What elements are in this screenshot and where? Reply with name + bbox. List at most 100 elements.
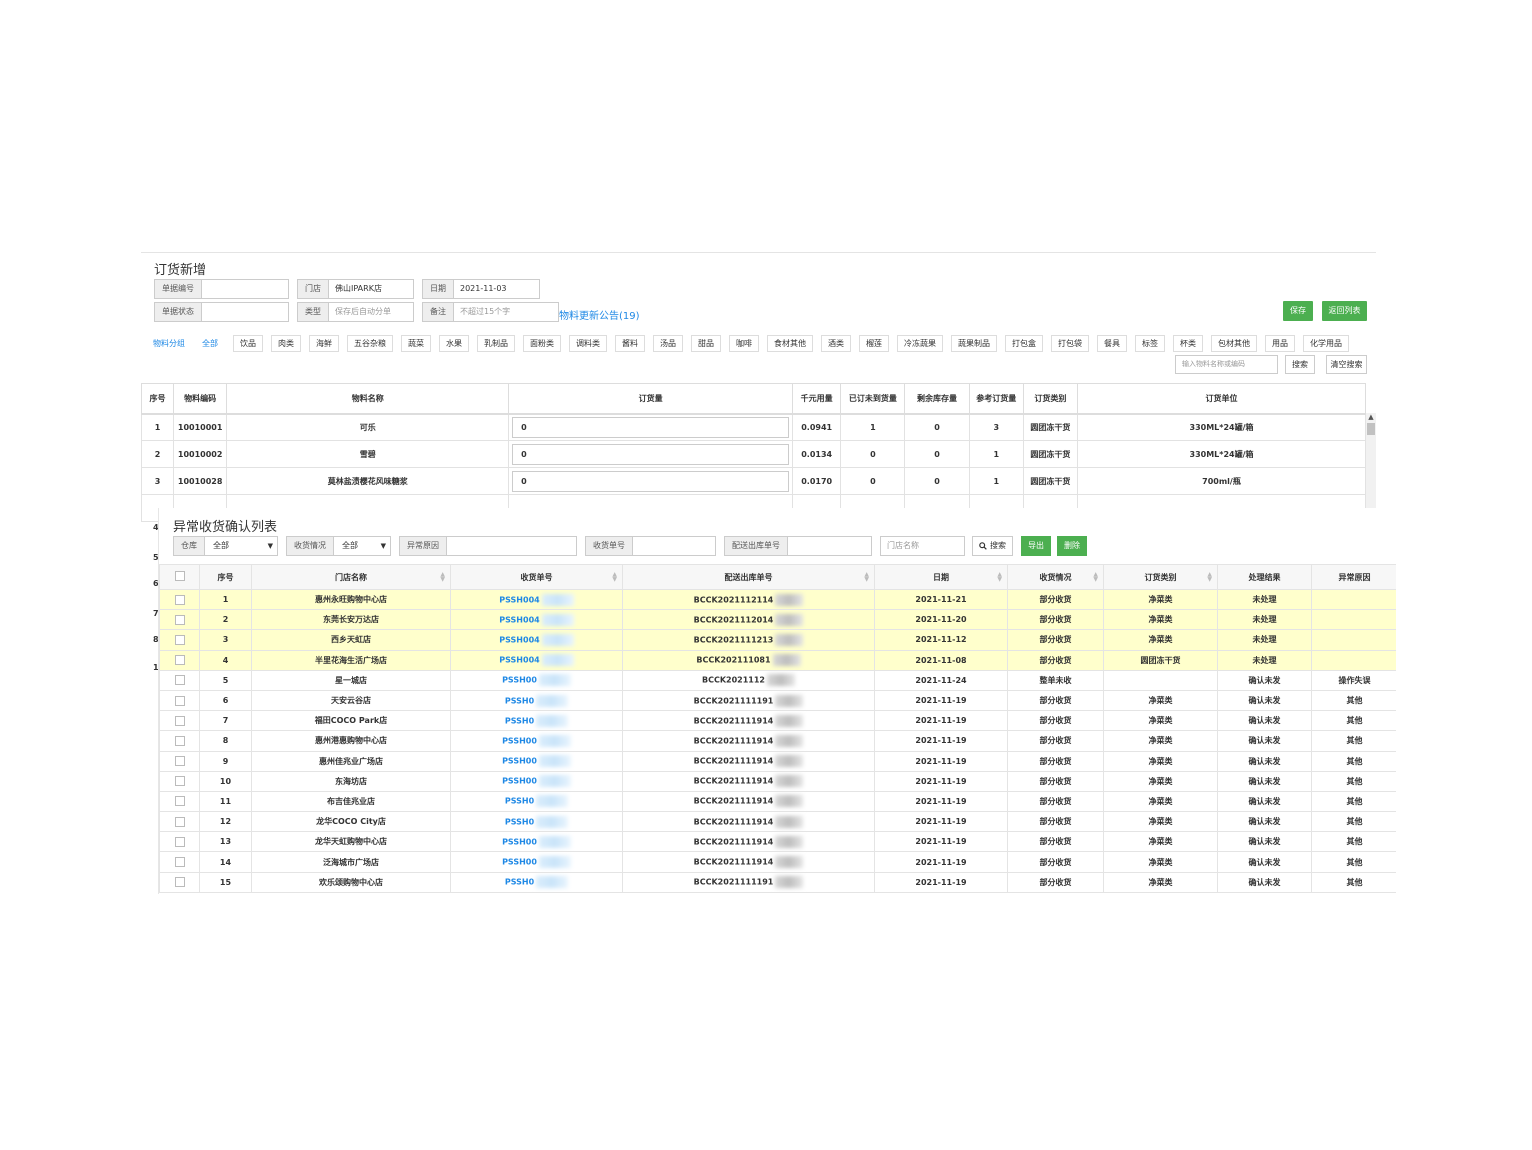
order-qty-input[interactable]: 0 [512,470,790,492]
category-chip[interactable]: 调料类 [569,335,607,352]
category-chip[interactable]: 乳制品 [477,335,515,352]
reason-input[interactable] [446,536,577,556]
back-to-list-button[interactable]: 返回列表 [1322,301,1367,321]
receipt-no-link[interactable]: PSSH00 [502,837,537,847]
receipt-no-link[interactable]: PSSH0 [504,796,535,806]
cell-receipt[interactable]: PSSH0 [450,811,623,833]
cell-receipt[interactable]: PSSH004 [450,629,623,651]
table-row[interactable]: 15 欢乐颂购物中心店 PSSH0 BCCK2021111191 2021-11-19 部… [159,871,1396,893]
row-checkbox[interactable] [174,594,185,605]
warehouse-select[interactable]: 全部 ▼ [204,536,278,556]
table-row[interactable]: 12 龙华COCO City店 PSSH0 BCCK2021111914 2021-11… [159,811,1396,833]
clear-search-button[interactable]: 清空搜索 [1326,355,1367,374]
cell-receipt[interactable]: PSSH00 [450,770,623,792]
sort-icon[interactable]: ▲ ▼ [864,571,869,583]
sort-icon[interactable]: ▲ ▼ [440,571,445,583]
date-input[interactable]: 2021-11-03 [453,279,540,299]
column-header[interactable]: 订货类别 ▲ ▼ [1103,564,1218,590]
receipt-no-link[interactable]: PSSH00 [502,857,537,867]
material-notice-link[interactable]: 物料更新公告(19) [559,311,640,322]
delete-button[interactable]: 删除 [1057,536,1087,556]
receipt-no-link[interactable]: PSSH00 [502,776,537,786]
category-chip[interactable]: 蔬果制品 [951,335,997,352]
table-row[interactable]: 13 龙华天虹购物中心店 PSSH00 BCCK2021111914 2021-11-1… [159,831,1396,853]
table-row[interactable]: 8 惠州港惠购物中心店 PSSH00 BCCK2021111914 2021-11-19… [159,730,1396,752]
category-chip[interactable]: 海鲜 [309,335,339,352]
cell-receipt[interactable]: PSSH00 [450,750,623,772]
category-chip[interactable]: 汤品 [653,335,683,352]
receipt-no-link[interactable]: PSSH0 [504,877,535,887]
category-chip[interactable]: 化学用品 [1303,335,1349,352]
category-chip[interactable]: 酒类 [821,335,851,352]
list-search-button[interactable]: 搜索 [972,536,1013,556]
table-row[interactable]: 6 天安云谷店 PSSH0 BCCK2021111191 2021-11-19 部分收货 净… [159,689,1396,712]
cell-receipt[interactable]: PSSH004 [450,609,623,631]
category-chip[interactable]: 咖啡 [729,335,759,352]
table-row[interactable]: 2 东莞长安万达店 PSSH004 BCCK2021112014 2021-11-20 部… [159,609,1396,631]
store-name-input[interactable]: 门店名称 [880,536,965,556]
category-chip[interactable]: 打包盒 [1005,335,1043,352]
category-chip[interactable]: 肉类 [271,335,301,352]
row-checkbox[interactable] [174,634,185,645]
receipt-no-link[interactable]: PSSH004 [499,595,540,605]
row-checkbox[interactable] [174,776,185,787]
table-row[interactable]: 14 泛海城市广场店 PSSH00 BCCK2021111914 2021-11-19 部… [159,851,1396,873]
sort-icon[interactable]: ▲ ▼ [1207,571,1212,583]
receipt-no-link[interactable]: PSSH00 [502,736,537,746]
table-row[interactable]: 1 惠州永旺购物中心店 PSSH004 BCCK2021112114 2021-11-2… [159,588,1396,611]
column-header[interactable]: 日期 ▲ ▼ [874,564,1008,590]
row-checkbox[interactable] [174,655,185,666]
scroll-up-icon[interactable]: ▲ [1368,413,1374,421]
category-chip[interactable]: 榴莲 [859,335,889,352]
cell-receipt[interactable]: PSSH004 [450,588,623,611]
table-row[interactable]: 4 半里花海生活广场店 PSSH004 BCCK202111081 2021-11-08… [159,649,1396,671]
row-checkbox[interactable] [174,756,185,767]
order-qty-input[interactable]: 0 [512,416,790,438]
receipt-no-link[interactable]: PSSH004 [499,655,540,665]
select-all-checkbox[interactable] [174,571,185,581]
row-checkbox[interactable] [174,614,185,625]
row-checkbox[interactable] [174,715,185,726]
category-chip[interactable]: 面粉类 [523,335,561,352]
category-chip[interactable]: 食材其他 [767,335,813,352]
status-input[interactable] [201,302,289,322]
doc-no-input[interactable] [201,279,289,299]
table-row[interactable]: 5 星一城店 PSSH00 BCCK2021112 2021-11-24 整单未收 确认未发… [159,669,1396,691]
order-table-scrollbar[interactable]: ▲ [1366,413,1376,513]
row-checkbox[interactable] [174,695,185,706]
receipt-no-link[interactable]: PSSH004 [499,615,540,625]
delivery-no-input[interactable] [787,536,872,556]
table-row[interactable]: 10 东海坊店 PSSH00 BCCK2021111914 2021-11-19 部分收货… [159,770,1396,792]
column-header[interactable]: 配送出库单号 ▲ ▼ [622,564,875,590]
category-chip[interactable]: 蔬菜 [401,335,431,352]
remark-input[interactable]: 不超过15个字 [453,302,559,322]
category-chip[interactable]: 全部 [195,335,225,352]
sort-icon[interactable]: ▲ ▼ [612,571,617,583]
table-row[interactable]: 7 福田COCO Park店 PSSH0 BCCK2021111914 2021-11-… [159,710,1396,732]
store-input[interactable]: 佛山IPARK店 [328,279,414,299]
column-header[interactable]: 收货单号 ▲ ▼ [450,564,623,590]
cell-receipt[interactable]: PSSH0 [450,710,623,732]
row-checkbox[interactable] [174,857,185,868]
category-chip[interactable]: 五谷杂粮 [347,335,393,352]
receipt-no-link[interactable]: PSSH0 [504,716,535,726]
category-chip[interactable]: 打包袋 [1051,335,1089,352]
column-header[interactable]: 收货情况 ▲ ▼ [1007,564,1104,590]
material-search-input[interactable]: 输入物料名称或编码 [1175,355,1278,374]
cell-receipt[interactable]: PSSH00 [450,669,623,691]
category-chip[interactable]: 杯类 [1173,335,1203,352]
category-chip[interactable]: 包材其他 [1211,335,1257,352]
type-input[interactable]: 保存后自动分单 [328,302,414,322]
receipt-no-input[interactable] [632,536,716,556]
save-button[interactable]: 保存 [1283,301,1313,321]
category-chip[interactable]: 餐具 [1097,335,1127,352]
category-chip[interactable]: 标签 [1135,335,1165,352]
scroll-thumb[interactable] [1367,423,1375,435]
row-checkbox[interactable] [174,816,185,827]
row-checkbox[interactable] [174,836,185,847]
row-checkbox[interactable] [174,796,185,807]
cell-receipt[interactable]: PSSH00 [450,831,623,853]
category-chip[interactable]: 饮品 [233,335,263,352]
category-chip[interactable]: 水果 [439,335,469,352]
sort-icon[interactable]: ▲ ▼ [1093,571,1098,583]
